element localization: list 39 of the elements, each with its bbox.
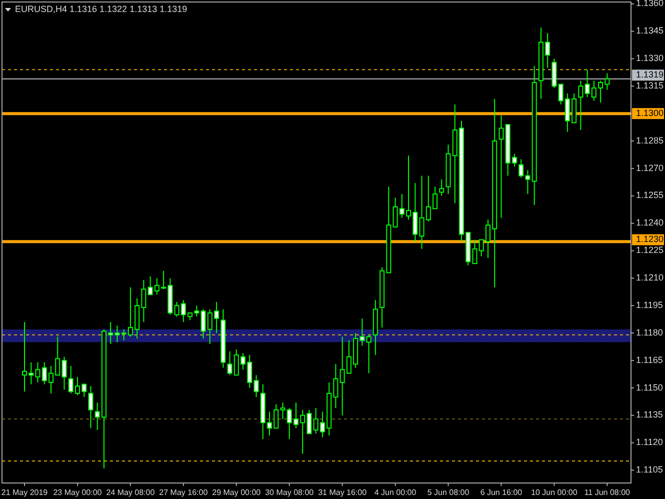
- ref-line-label: 1.1319: [636, 70, 664, 80]
- y-tick-label: 1.1270: [636, 162, 664, 173]
- y-tick-label: 1.1105: [636, 464, 663, 475]
- x-tick-label: 5 Jun 08:00: [427, 488, 470, 497]
- y-tick-label: 1.1345: [636, 26, 664, 36]
- x-tick-label: 24 May 08:00: [106, 488, 156, 497]
- candlestick: [498, 114, 504, 218]
- candlestick: [439, 178, 444, 196]
- y-tick-label: 1.1165: [636, 354, 663, 365]
- candlestick: [552, 58, 557, 88]
- y-tick-label: 1.1135: [636, 410, 663, 420]
- y-tick-label: 1.1315: [636, 80, 664, 91]
- y-tick-label: 1.1180: [636, 327, 663, 338]
- ref-line-label: 1.1230: [636, 234, 664, 244]
- chart-title: EURUSD,H4 1.1316 1.1322 1.1313 1.1319: [15, 4, 188, 14]
- y-tick-label: 1.1120: [636, 437, 663, 448]
- x-tick-label: 4 Jun 00:00: [374, 488, 417, 497]
- candlestick: [366, 334, 372, 374]
- x-tick-label: 10 Jun 00:00: [531, 488, 578, 497]
- y-tick-label: 1.1240: [636, 218, 664, 228]
- y-tick-label: 1.1210: [636, 272, 664, 283]
- x-tick-label: 11 Jun 08:00: [584, 488, 631, 497]
- y-tick-label: 1.1195: [636, 300, 663, 310]
- ref-line-label: 1.1300: [636, 108, 664, 118]
- x-tick-label: 30 May 08:00: [265, 488, 314, 497]
- candlestick: [88, 386, 94, 429]
- y-tick-label: 1.1225: [636, 245, 664, 256]
- x-tick-label: 21 May 2019: [1, 488, 48, 497]
- x-tick-label: 31 May 16:00: [318, 488, 368, 497]
- y-tick-label: 1.1255: [636, 190, 664, 200]
- candlestick: [578, 80, 584, 131]
- y-tick-label: 1.1360: [636, 0, 664, 8]
- x-tick-label: 23 May 00:00: [53, 488, 102, 497]
- y-tick-label: 1.1285: [636, 135, 664, 146]
- y-tick-label: 1.1330: [636, 53, 664, 64]
- x-tick-label: 29 May 00:00: [212, 488, 262, 497]
- y-tick-label: 1.1150: [636, 382, 663, 392]
- x-tick-label: 6 Jun 16:00: [480, 488, 523, 497]
- x-tick-label: 27 May 16:00: [159, 488, 208, 497]
